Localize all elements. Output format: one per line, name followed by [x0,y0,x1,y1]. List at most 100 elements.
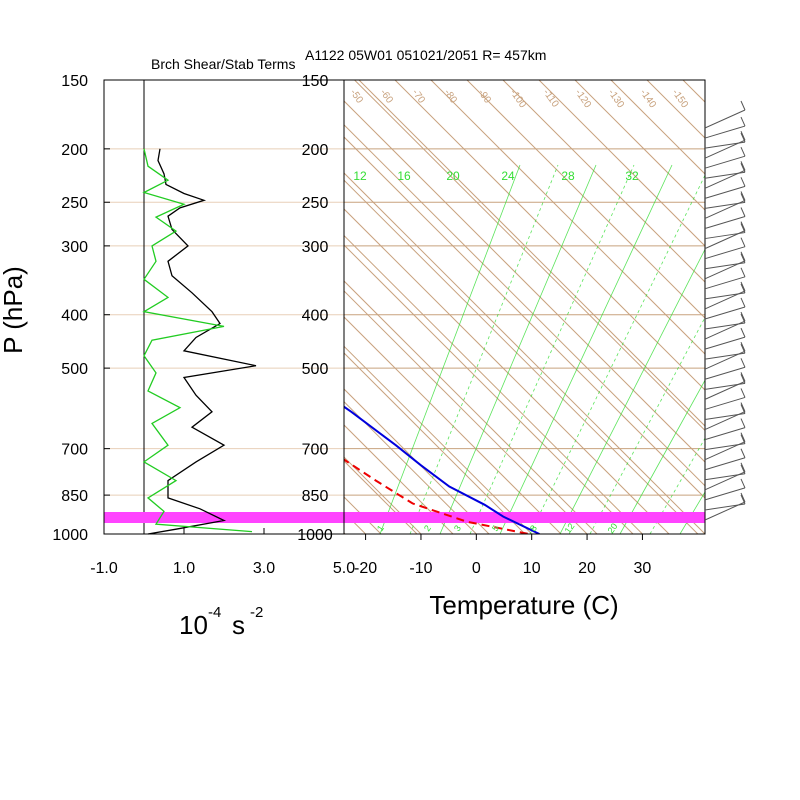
x-axis-units-base: 10 [179,610,208,640]
isotherm-label: -120 [573,87,594,110]
wind-barb-staff [704,169,746,189]
mixing-ratio-bottom-label: 2 [422,523,433,533]
mixing-ratio-label: 32 [625,169,639,183]
wind-barb-flag [740,372,746,382]
temperature-tick-label: 0 [472,560,481,577]
wind-barb-flag [740,177,746,187]
mixing-ratio-line [439,164,597,534]
dry-adiabat-line [344,424,454,534]
wind-barb-flag [740,388,746,398]
wind-barb-flag [740,478,746,489]
left-pressure-label: 500 [61,361,88,378]
wind-barb-flag [740,492,746,503]
left-pressure-label: 200 [61,142,88,159]
isotherm-label: -110 [541,87,561,109]
wind-barb-staff [704,411,746,430]
wind-barb-staff [704,336,746,350]
wind-barb-staff [704,216,746,229]
wind-barb-flag [740,207,746,217]
wind-barb-flag [740,221,746,231]
wind-barb-flag [740,402,746,412]
wind-barbs [704,100,746,521]
wind-barb-flag [740,297,746,308]
right-pressure-label: 250 [302,195,329,212]
mixing-ratio-label: 12 [353,169,367,183]
dry-adiabat-line [0,54,201,534]
wind-barb-flag [740,116,746,127]
left-x-tick-label: 1.0 [173,560,195,577]
dry-adiabat-line [466,80,705,319]
dry-adiabat-line [344,136,705,499]
wind-barb-flag [740,358,746,368]
dry-adiabat-line [344,460,418,534]
dry-adiabat-line [344,244,634,534]
temperature-tick-label: -20 [354,560,377,577]
wind-barb-staff [704,155,746,169]
mixing-ratio-label: 28 [561,169,575,183]
mixing-ratio-line [499,164,673,534]
wind-barb-staff [704,396,746,410]
right-pressure-label: 1000 [297,527,333,544]
wind-barb-staff [704,230,746,250]
dry-adiabat-line [0,54,309,534]
wind-barb-staff [704,185,746,199]
isotherm-label: -50 [348,87,366,106]
left-surface-band [104,512,344,523]
dry-adiabat-line [344,208,670,534]
x-axis-units-unit: s [232,610,245,640]
wind-barb-staff [704,320,746,340]
mixing-ratio-line [469,164,635,534]
dry-adiabat-line [344,388,490,534]
wind-barb-flag [740,130,746,141]
dry-adiabat-line [502,80,705,283]
stability-term-line [142,148,253,533]
dry-adiabat-line [344,100,705,463]
isotherm-label: -60 [378,87,396,106]
temperature-tick-label: 10 [523,560,541,577]
wind-barb-flag [740,281,746,292]
dewpoint-profile-line [344,458,530,534]
right-pressure-label: 850 [302,488,329,505]
right-surface-band [344,512,705,523]
right-pressure-label: 700 [302,442,329,459]
mixing-ratio-bottom-label: 20 [606,521,620,535]
wind-barb-flag [740,418,746,428]
wind-barb-staff [704,427,746,441]
mixing-ratio-bottom-label: 3 [452,523,463,533]
wind-barb-flag [740,161,746,171]
skew-t-grid [0,54,705,534]
mixing-ratio-bottom-label: 8 [528,523,539,533]
left-x-tick-label: -1.0 [90,560,118,577]
wind-barb-flag [740,342,746,352]
dry-adiabat-line [344,352,526,534]
wind-barb-staff [704,125,746,139]
mixing-ratio-bottom-label: 1 [375,523,386,533]
wind-barb-staff [704,471,746,491]
dry-adiabat-line [344,496,382,534]
dry-adiabat-line [682,80,705,103]
wind-barb-staff [704,366,746,380]
right-pressure-label: 150 [302,73,329,90]
wind-barb-staff [704,441,746,461]
wind-barb-staff [704,276,746,290]
dry-adiabat-line [344,280,598,534]
wind-barb-staff [704,200,746,219]
mixing-ratio-line [529,174,705,534]
wind-barb-flag [740,311,746,322]
mixing-ratio-line [379,164,521,534]
dry-adiabat-line [574,80,705,211]
left-pressure-label: 1000 [52,527,88,544]
x-axis-units-exp2: -2 [250,604,263,621]
left-pressure-label: 700 [61,442,88,459]
wind-barb-flag [740,251,746,261]
isotherm-line [344,124,705,487]
wind-barb-staff [704,290,746,310]
isotherm-label: -80 [442,87,460,106]
wind-barb-flag [740,267,746,278]
wind-barb-flag [740,462,746,473]
isotherm-line [0,80,310,534]
wind-barb-flag [740,100,746,111]
dry-adiabat-line [538,80,705,247]
